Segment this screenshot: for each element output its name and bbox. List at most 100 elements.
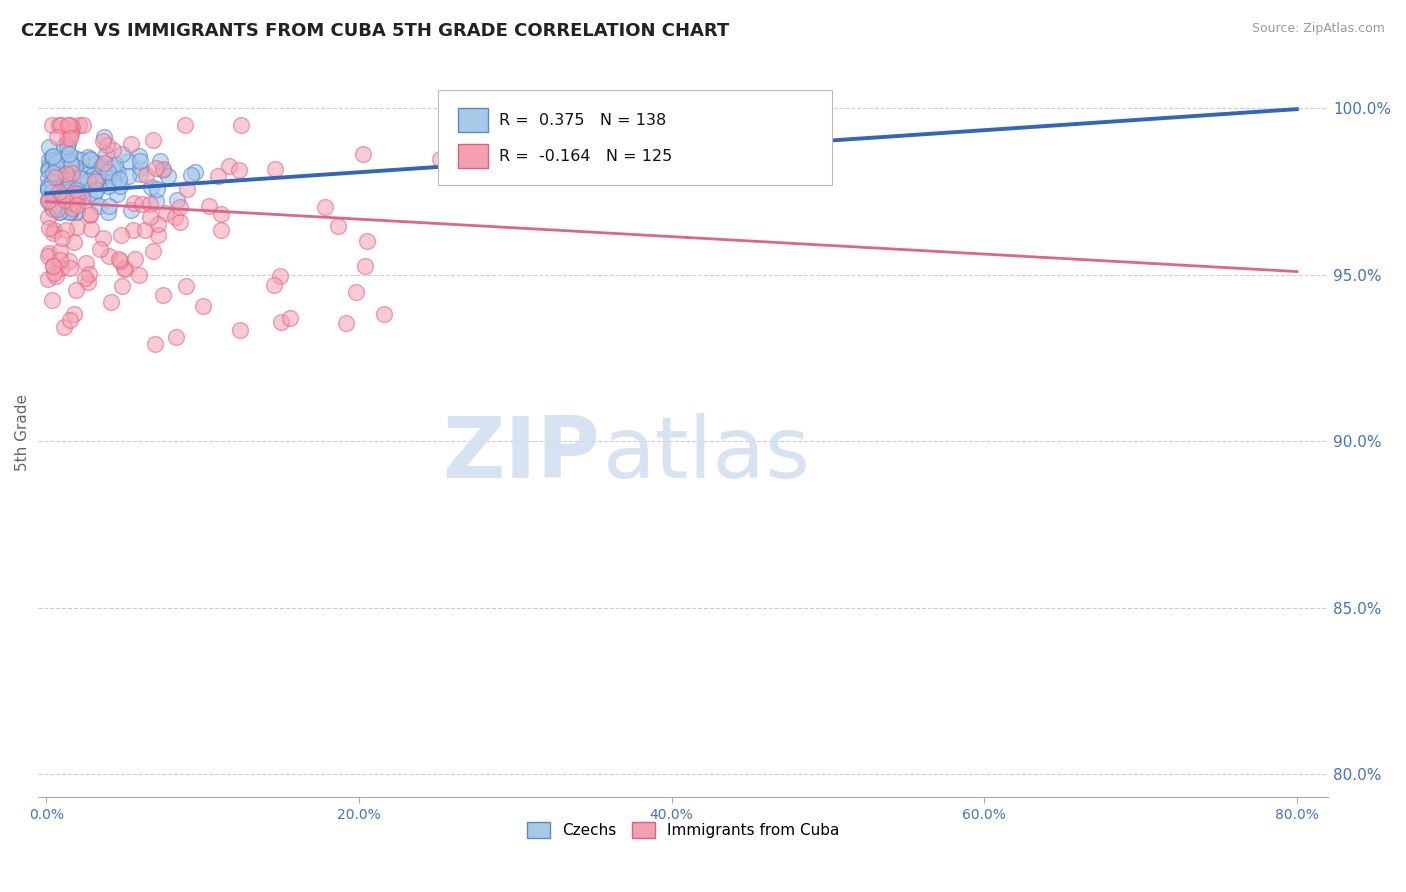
Czechs xyxy=(48,164,70,178)
Immigrants from Cuba xyxy=(70,191,93,205)
Immigrants from Cuba xyxy=(55,167,77,181)
Czechs xyxy=(56,185,79,199)
Czechs xyxy=(37,163,59,178)
Immigrants from Cuba xyxy=(46,130,69,145)
Czechs xyxy=(63,151,86,165)
Immigrants from Cuba xyxy=(110,254,132,268)
Immigrants from Cuba xyxy=(110,228,132,243)
Immigrants from Cuba xyxy=(67,118,90,132)
Czechs xyxy=(49,177,72,191)
Czechs xyxy=(42,166,65,180)
Immigrants from Cuba xyxy=(49,253,72,268)
Immigrants from Cuba xyxy=(131,197,153,211)
Czechs xyxy=(38,159,60,173)
Czechs xyxy=(52,151,75,165)
Czechs xyxy=(45,162,67,177)
Czechs xyxy=(86,168,108,182)
Czechs xyxy=(62,190,84,204)
Czechs xyxy=(77,174,100,188)
Immigrants from Cuba xyxy=(49,260,72,275)
Czechs xyxy=(52,179,75,194)
Bar xyxy=(457,108,488,132)
Czechs xyxy=(37,179,59,194)
Czechs xyxy=(49,188,72,202)
Czechs xyxy=(128,149,150,163)
Immigrants from Cuba xyxy=(264,161,287,176)
Czechs xyxy=(41,197,63,211)
Czechs xyxy=(56,189,79,203)
Bar xyxy=(457,145,488,169)
Czechs xyxy=(70,183,93,197)
Czechs xyxy=(156,169,179,183)
Immigrants from Cuba xyxy=(120,136,142,151)
Immigrants from Cuba xyxy=(65,220,87,235)
Immigrants from Cuba xyxy=(42,260,65,274)
Czechs xyxy=(37,194,59,208)
Immigrants from Cuba xyxy=(49,118,72,132)
Immigrants from Cuba xyxy=(41,259,63,273)
Czechs xyxy=(72,172,94,186)
Czechs xyxy=(38,139,60,153)
Immigrants from Cuba xyxy=(91,231,114,245)
Czechs xyxy=(98,199,121,213)
Czechs xyxy=(97,204,120,219)
Czechs xyxy=(82,168,104,182)
Czechs xyxy=(59,154,82,169)
Immigrants from Cuba xyxy=(79,207,101,221)
Immigrants from Cuba xyxy=(135,169,157,183)
Czechs xyxy=(51,168,73,182)
Czechs xyxy=(129,153,152,168)
Czechs xyxy=(56,136,79,150)
Czechs xyxy=(49,171,72,186)
Czechs xyxy=(65,183,87,197)
Immigrants from Cuba xyxy=(124,252,146,266)
Czechs xyxy=(45,154,67,169)
Czechs xyxy=(77,150,100,164)
Immigrants from Cuba xyxy=(41,118,63,132)
Czechs xyxy=(56,149,79,163)
Immigrants from Cuba xyxy=(48,186,70,200)
Immigrants from Cuba xyxy=(76,275,98,289)
Immigrants from Cuba xyxy=(145,161,167,175)
Czechs xyxy=(37,181,59,195)
Immigrants from Cuba xyxy=(60,166,83,180)
Czechs xyxy=(129,161,152,176)
Czechs xyxy=(139,180,162,194)
Czechs xyxy=(53,198,76,212)
Immigrants from Cuba xyxy=(152,288,174,302)
Czechs xyxy=(59,168,82,182)
Immigrants from Cuba xyxy=(45,268,67,283)
Immigrants from Cuba xyxy=(62,120,84,135)
Text: CZECH VS IMMIGRANTS FROM CUBA 5TH GRADE CORRELATION CHART: CZECH VS IMMIGRANTS FROM CUBA 5TH GRADE … xyxy=(21,22,730,40)
Czechs xyxy=(77,178,100,193)
Immigrants from Cuba xyxy=(53,319,76,334)
Immigrants from Cuba xyxy=(356,235,378,249)
FancyBboxPatch shape xyxy=(439,90,831,186)
Immigrants from Cuba xyxy=(114,261,136,276)
Czechs xyxy=(83,187,105,202)
Immigrants from Cuba xyxy=(60,124,83,138)
Czechs xyxy=(49,204,72,219)
Immigrants from Cuba xyxy=(60,127,83,141)
Czechs xyxy=(100,161,122,175)
Czechs xyxy=(56,187,79,202)
Czechs xyxy=(42,193,65,207)
Czechs xyxy=(79,186,101,200)
Immigrants from Cuba xyxy=(373,307,395,321)
Czechs xyxy=(53,139,76,153)
Czechs xyxy=(59,204,82,219)
Immigrants from Cuba xyxy=(59,131,82,145)
Czechs xyxy=(108,179,131,194)
Czechs xyxy=(111,146,134,161)
Czechs xyxy=(60,165,83,179)
Immigrants from Cuba xyxy=(75,271,97,285)
Immigrants from Cuba xyxy=(429,153,451,167)
Czechs xyxy=(180,168,202,182)
Immigrants from Cuba xyxy=(51,189,73,203)
Immigrants from Cuba xyxy=(44,266,66,280)
Czechs xyxy=(62,195,84,210)
Immigrants from Cuba xyxy=(93,156,115,170)
Immigrants from Cuba xyxy=(56,130,79,145)
Czechs xyxy=(94,168,117,182)
Czechs xyxy=(41,179,63,194)
